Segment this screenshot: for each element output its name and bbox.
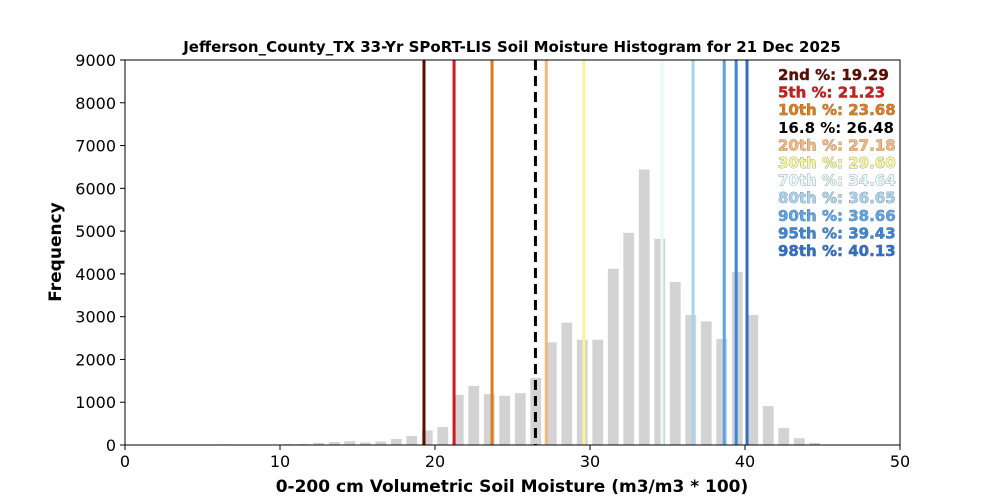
y-tick-label: 5000 xyxy=(75,222,116,241)
legend-entry: 98th %: 40.13 xyxy=(778,242,896,260)
histogram-bar xyxy=(669,282,681,445)
x-tick-label: 30 xyxy=(580,452,600,471)
legend-entry: 95th %: 39.43 xyxy=(778,224,896,242)
histogram-bar xyxy=(483,394,495,445)
histogram-bar xyxy=(359,442,371,445)
histogram-bar xyxy=(514,393,526,445)
legend-entry: 2nd %: 19.29 xyxy=(778,66,889,84)
histogram-bar xyxy=(297,443,309,445)
histogram-bar xyxy=(421,430,433,445)
histogram-bar xyxy=(716,338,728,445)
histogram-bar xyxy=(406,436,418,445)
histogram-bar xyxy=(778,427,790,445)
x-axis-ticks: 0 10 20 30 40 50 xyxy=(120,445,910,471)
histogram-bar xyxy=(468,385,480,445)
legend-entry: 70th %: 34.64 xyxy=(778,172,896,190)
y-tick-label: 0 xyxy=(106,436,116,455)
histogram-bar xyxy=(747,314,759,445)
legend-entry: 5th %: 21.23 xyxy=(778,84,885,102)
histogram-bars xyxy=(220,169,821,445)
y-tick-label: 2000 xyxy=(75,350,116,369)
x-tick-label: 20 xyxy=(425,452,445,471)
histogram-bar xyxy=(623,232,635,445)
histogram-bar xyxy=(654,238,666,445)
histogram-bar xyxy=(499,395,511,445)
histogram-bar xyxy=(530,377,542,445)
y-axis-ticks: 0 1000 2000 3000 4000 5000 6000 7000 8000 9000 xyxy=(75,51,125,455)
histogram-bar xyxy=(576,339,588,445)
histogram-bar xyxy=(313,442,325,445)
histogram-bar xyxy=(700,321,712,445)
y-axis-label: Frequency xyxy=(46,202,66,302)
histogram-bar xyxy=(607,268,619,445)
histogram-bar xyxy=(390,439,402,445)
y-tick-label: 9000 xyxy=(75,51,116,70)
histogram-bar xyxy=(809,442,821,445)
x-tick-label: 50 xyxy=(890,452,910,471)
histogram-bar xyxy=(437,427,449,445)
legend-entry: 90th %: 38.66 xyxy=(778,207,896,225)
histogram-bar xyxy=(793,438,805,445)
y-tick-label: 7000 xyxy=(75,137,116,156)
chart-title: Jefferson_County_TX 33-Yr SPoRT-LIS Soil… xyxy=(182,38,841,56)
y-tick-label: 8000 xyxy=(75,94,116,113)
percentile-lines xyxy=(422,60,749,445)
histogram-bar xyxy=(592,339,604,445)
legend-entry: 30th %: 29.60 xyxy=(778,154,896,172)
y-tick-label: 3000 xyxy=(75,308,116,327)
histogram-bar xyxy=(685,314,697,445)
histogram-bar xyxy=(375,441,387,445)
histogram-bar xyxy=(545,342,557,445)
histogram-bar xyxy=(344,441,356,445)
x-tick-label: 0 xyxy=(120,452,130,471)
legend-entry: 80th %: 36.65 xyxy=(778,189,896,207)
legend-entry: 16.8 %: 26.48 xyxy=(778,119,894,137)
y-tick-label: 4000 xyxy=(75,265,116,284)
legend-entry: 20th %: 27.18 xyxy=(778,136,896,154)
histogram-bar xyxy=(638,169,650,445)
x-tick-label: 40 xyxy=(735,452,755,471)
histogram-bar xyxy=(561,322,573,445)
y-tick-label: 1000 xyxy=(75,393,116,412)
x-axis-label: 0-200 cm Volumetric Soil Moisture (m3/m3… xyxy=(276,477,749,497)
legend-entry: 10th %: 23.68 xyxy=(778,101,896,119)
histogram-bar xyxy=(452,394,464,445)
histogram-bar xyxy=(328,442,340,445)
y-tick-label: 6000 xyxy=(75,179,116,198)
histogram-bar xyxy=(762,406,774,445)
x-tick-label: 10 xyxy=(270,452,290,471)
plot-frame xyxy=(124,59,901,446)
